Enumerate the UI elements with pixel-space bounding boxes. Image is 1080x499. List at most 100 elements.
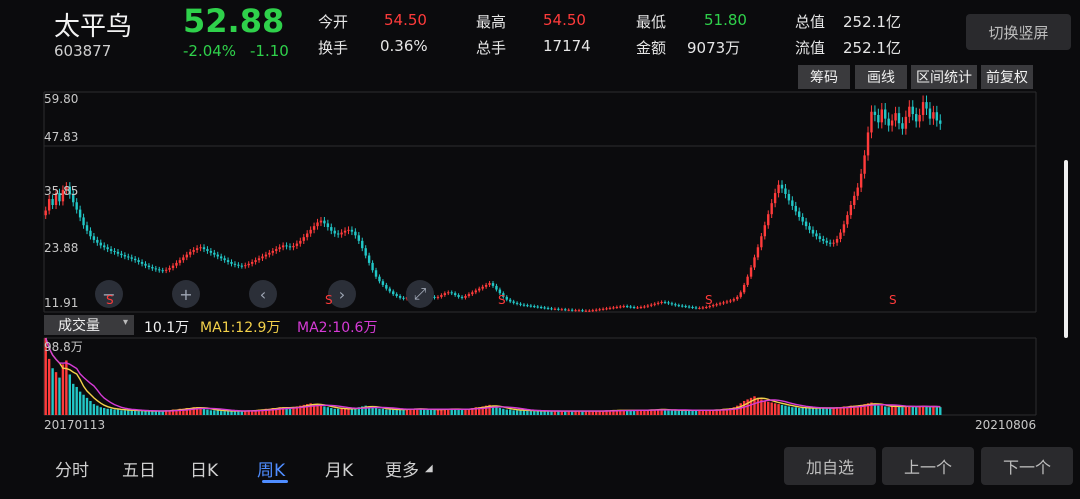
scrollbar-thumb[interactable] [1064, 160, 1068, 338]
candle-body [828, 242, 832, 244]
volume-bar [336, 408, 340, 415]
volume-bar [825, 407, 828, 415]
candle-body [54, 193, 58, 206]
volume-bar [103, 407, 106, 415]
candle-body [378, 276, 381, 282]
volume-bar [515, 410, 519, 415]
volume-bar [601, 411, 605, 415]
volume-bar [340, 408, 343, 415]
tab-daily-k[interactable]: 日K [190, 461, 219, 481]
float-cap-value: 252.1亿 [843, 39, 901, 57]
volume-bar [753, 396, 756, 415]
candle-body [935, 112, 939, 121]
candle-body [237, 264, 240, 266]
candle-body [433, 296, 436, 298]
tab-intraday[interactable]: 分时 [55, 461, 89, 481]
volume-bar [168, 410, 171, 415]
volume-bar [557, 411, 560, 415]
volume-bar [65, 360, 68, 415]
candle-body [288, 246, 292, 248]
volume-bar [316, 404, 319, 415]
previous-stock-button[interactable]: 上一个 [882, 447, 974, 485]
next-stock-button[interactable]: 下一个 [981, 447, 1073, 485]
volume-bar [89, 400, 92, 415]
forward-adjust-button[interactable]: 前复权 [981, 65, 1033, 89]
candle-body [206, 249, 209, 251]
volume-bar [199, 407, 202, 415]
candle-body [739, 292, 742, 297]
candle-body [543, 307, 546, 309]
candle-body [151, 267, 154, 269]
volume-bar [674, 410, 677, 415]
volume-bar [591, 411, 594, 415]
candle-body [161, 270, 164, 272]
volume-bar [182, 408, 185, 415]
volume-bar [560, 411, 564, 415]
volume-bar [901, 407, 904, 415]
tab-five-day[interactable]: 五日 [122, 461, 156, 481]
chip-button[interactable]: 筹码 [798, 65, 850, 89]
volume-bar [811, 407, 815, 415]
volume-bar [722, 408, 725, 415]
add-watchlist-button[interactable]: 加自选 [784, 447, 876, 485]
zoom-out-icon[interactable]: − [95, 280, 123, 308]
candle-body [440, 295, 443, 297]
dropdown-corner-icon: ◢ [425, 463, 433, 474]
chevron-right-icon[interactable]: › [328, 280, 356, 308]
tab-monthly-k[interactable]: 月K [325, 461, 354, 481]
zoom-in-icon[interactable]: + [172, 280, 200, 308]
candle-body [605, 308, 608, 310]
candle-body [147, 265, 151, 268]
range-stats-button[interactable]: 区间统计 [911, 65, 977, 89]
price-tick-3: 35.85 [44, 184, 79, 198]
price-tick-4: 23.88 [44, 241, 79, 255]
date-start: 20170113 [44, 418, 106, 432]
volume-bar [140, 411, 144, 415]
volume-bar [161, 411, 164, 415]
low-label: 最低 [636, 13, 667, 31]
switch-portrait-button[interactable]: 切换竖屏 [966, 14, 1071, 50]
candle-body [219, 256, 223, 259]
candle-body [502, 293, 505, 297]
volume-bar [133, 410, 137, 415]
volume-bar [405, 408, 409, 415]
candle-body [588, 310, 591, 312]
chevron-left-icon[interactable]: ‹ [249, 280, 277, 308]
volume-bar [223, 411, 226, 415]
volume-bar [498, 407, 502, 415]
volume-bar [698, 410, 701, 415]
volume-bar [323, 406, 326, 415]
candle-body [570, 309, 574, 311]
candle-body [536, 306, 539, 308]
tab-more[interactable]: 更多 [385, 461, 419, 481]
volume-bar [653, 409, 656, 415]
tab-weekly-k[interactable]: 周K [257, 461, 286, 481]
candle-body [564, 309, 567, 311]
candle-body [815, 233, 818, 237]
volume-bar [175, 409, 178, 415]
zoom-reset-icon[interactable]: ⤢ [406, 280, 434, 308]
volume-bar [694, 410, 698, 415]
volume-bar [333, 408, 336, 415]
candle-body [632, 306, 636, 308]
candle-body [619, 306, 622, 308]
volume-bar [450, 408, 453, 415]
candle-body [835, 239, 839, 243]
draw-line-button[interactable]: 画线 [855, 65, 907, 89]
volume-bar [426, 409, 429, 415]
volume-bar [842, 406, 846, 415]
indicator-select[interactable]: 成交量 ▾ [44, 315, 134, 335]
volume-bar [402, 409, 405, 415]
candle-body [801, 216, 804, 222]
volume-bar [106, 408, 109, 415]
candle-body [144, 263, 147, 266]
candle-body [639, 306, 643, 308]
volume-bar [302, 404, 305, 415]
volume-bar [711, 409, 715, 415]
volume-current: 10.1万 [144, 320, 190, 336]
volume-bar [209, 410, 213, 415]
candle-body [856, 187, 859, 196]
volume-bar [261, 409, 264, 415]
volume-bar [894, 405, 897, 415]
